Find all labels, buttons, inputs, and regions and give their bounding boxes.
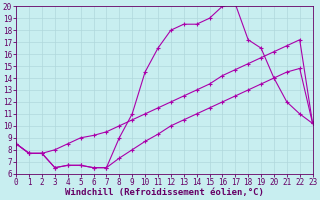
X-axis label: Windchill (Refroidissement éolien,°C): Windchill (Refroidissement éolien,°C): [65, 188, 264, 197]
